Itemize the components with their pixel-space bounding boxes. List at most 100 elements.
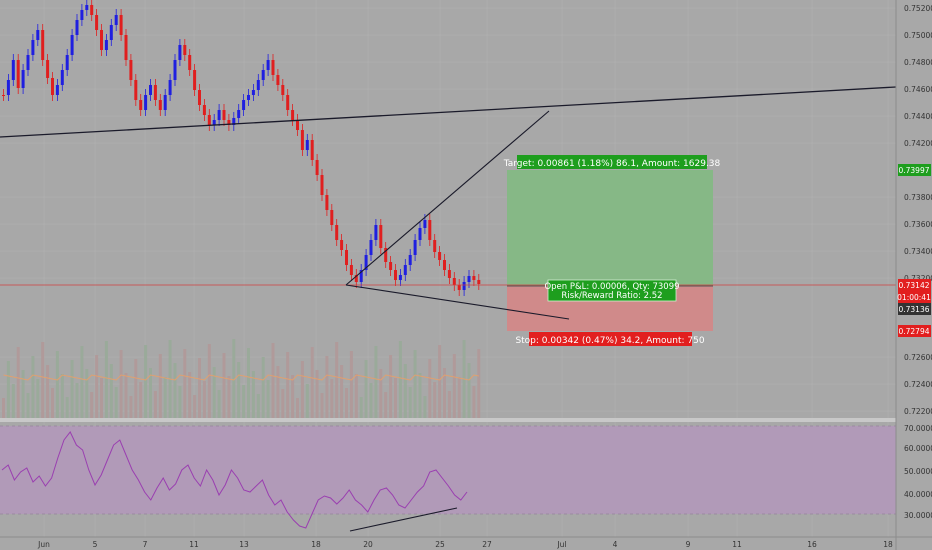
volume-bar [256, 394, 260, 418]
volume-bar [418, 373, 422, 418]
candle-body [212, 120, 216, 125]
candle-body [85, 5, 89, 10]
rsi-tick: 50.0000 [904, 467, 932, 476]
candle-body [114, 15, 118, 25]
falling-trendline[interactable] [345, 284, 570, 320]
volume-bar [104, 341, 108, 418]
volume-bar [232, 339, 236, 418]
target-price-label: 0.73997 [898, 166, 929, 175]
rsi-tick: 30.0000 [904, 511, 932, 520]
time-tick: 16 [807, 540, 817, 549]
candle-body [315, 160, 319, 175]
volume-bar [354, 374, 358, 418]
candle-body [389, 262, 393, 270]
volume-bar [183, 349, 187, 418]
rsi-tick: 40.0000 [904, 490, 932, 499]
volume-bar [398, 341, 402, 418]
candle-body [109, 25, 113, 40]
price-axis[interactable] [896, 0, 932, 550]
candle-body [251, 90, 255, 95]
candle-body [398, 275, 402, 280]
volume-bar [384, 392, 388, 418]
volume-bar [144, 345, 148, 418]
price-tick: 0.73600 [904, 220, 932, 229]
volume-bar [305, 384, 309, 418]
last-price-label-box [898, 303, 931, 315]
volume-bar [6, 361, 10, 418]
rsi-band [0, 426, 896, 514]
price-tick: 0.74400 [904, 112, 932, 121]
volume-bar [447, 391, 451, 418]
candle-body [472, 276, 476, 280]
current-price-label: 0.73142 [898, 281, 929, 290]
volume-bar [227, 376, 231, 418]
candle-body [374, 225, 378, 240]
candle-body [26, 55, 30, 70]
candle-body [300, 130, 304, 150]
volume-bar [438, 345, 442, 418]
candle-body [153, 85, 157, 100]
candle-body [149, 85, 152, 95]
rising-trendline[interactable] [345, 110, 550, 286]
volume-bar [296, 398, 299, 418]
rsi-divergence-line[interactable] [349, 507, 458, 532]
volume-bar [90, 392, 94, 418]
volume-bar [188, 372, 192, 418]
candle-body [462, 282, 466, 290]
volume-bar [394, 378, 397, 418]
volume-bar [271, 343, 275, 418]
candle-body [232, 118, 236, 125]
volume-bar [80, 346, 84, 418]
volume-bar [149, 368, 152, 418]
volume-bar [335, 342, 339, 418]
candle-body [242, 100, 246, 110]
volume-bar [124, 373, 128, 418]
volume-bar [325, 356, 329, 418]
candle-body [198, 90, 201, 105]
risk-reward-label: Risk/Reward Ratio: 2.52 [561, 291, 662, 301]
candle-body [46, 60, 50, 78]
candlesticks [2, 0, 481, 296]
price-tick: 0.72400 [904, 380, 932, 389]
candle-body [457, 285, 461, 290]
time-axis-ticks: Jun 5 7 11 13 18 20 25 27 Jul 4 9 11 16 18 [37, 540, 893, 549]
volume-bar [85, 369, 89, 418]
candle-body [477, 280, 481, 284]
volume-bar [428, 359, 432, 418]
volume-bar [202, 381, 206, 418]
price-tick: 0.72200 [904, 407, 932, 416]
candle-body [70, 35, 74, 55]
pane-separator[interactable] [0, 418, 932, 422]
volume-bar [31, 356, 35, 418]
candle-body [178, 45, 182, 60]
candle-body [55, 85, 59, 95]
candle-body [291, 110, 295, 120]
candle-body [217, 110, 221, 120]
candle-body [129, 60, 133, 80]
volume-bar [408, 387, 412, 418]
target-zone[interactable] [507, 170, 713, 286]
volume-bar [467, 363, 471, 418]
volume-bar [443, 368, 446, 418]
volume-bar [457, 377, 461, 418]
volume-bar [173, 363, 177, 418]
volume-bar [291, 375, 295, 418]
volume-bar [330, 379, 334, 418]
volume-bar [158, 354, 162, 418]
candle-body [364, 255, 368, 270]
volume-bar [207, 344, 211, 418]
target-label-box [517, 155, 707, 169]
time-tick: 11 [189, 540, 199, 549]
volume-bar [369, 383, 373, 418]
candle-body [369, 240, 373, 255]
candle-body [413, 240, 417, 255]
volume-bar [60, 374, 64, 418]
candle-body [75, 20, 79, 35]
volume-bar [65, 397, 69, 418]
stop-price-label-box [898, 325, 931, 337]
candle-body [237, 110, 241, 118]
volume-bar [340, 365, 344, 418]
horizontal-trendline[interactable] [0, 86, 897, 138]
candle-body [281, 85, 285, 95]
